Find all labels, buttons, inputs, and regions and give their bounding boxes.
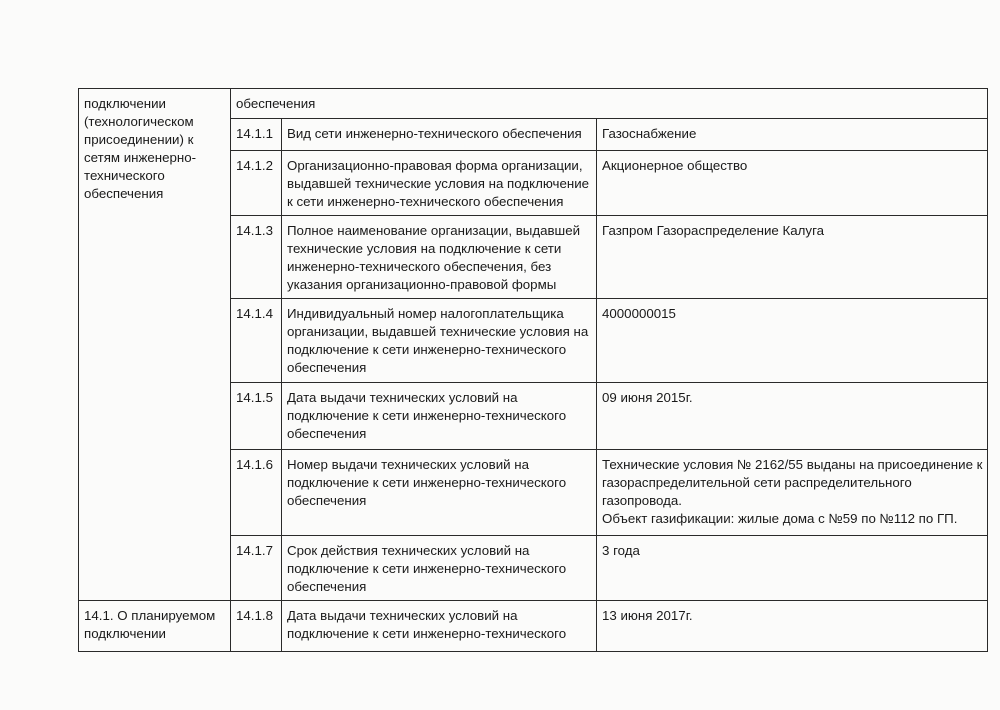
value-cell: Технические условия № 2162/55 выданы на … bbox=[595, 449, 989, 536]
cell-text: присоединении) к bbox=[84, 132, 194, 147]
cell-text: Газоснабжение bbox=[602, 126, 697, 141]
cell-text: Газпром Газораспределение Калуга bbox=[602, 223, 825, 238]
cell-text: Индивидуальный номер налогоплательщика bbox=[287, 306, 564, 321]
value-cell: Газпром Газораспределение Калуга bbox=[595, 215, 989, 299]
cell-text: Полное наименование организации, выдавше… bbox=[287, 223, 581, 238]
cell-text: к сети инженерно-технического обеспечени… bbox=[287, 194, 564, 209]
cell-text: организации, выдавшей технические услови… bbox=[287, 324, 589, 339]
cell-text: инженерно-технического обеспечения, без bbox=[287, 259, 552, 274]
cell-text: 14.1.7 bbox=[236, 543, 273, 558]
table-row: 14.1.6 Номер выдачи технических условий н… bbox=[79, 449, 989, 536]
cell-text: Номер выдачи технических условий на bbox=[287, 457, 529, 472]
cell-text: указания организационно-правовой формы bbox=[287, 277, 557, 292]
cell-text: Срок действия технических условий на bbox=[287, 543, 530, 558]
cell-text: газопровода. bbox=[602, 493, 683, 508]
cell-text: обеспечения bbox=[287, 579, 367, 594]
cell-text: обеспечения bbox=[84, 186, 164, 201]
table-row: подключении (технологическом присоединении… bbox=[78, 88, 989, 601]
table-row: 14.1.2 Организационно-правовая форма орга… bbox=[79, 150, 989, 216]
number-cell: 14.1.5 bbox=[230, 382, 282, 450]
number-cell: 14.1.3 bbox=[230, 215, 282, 299]
cell-text: 14.1.3 bbox=[236, 223, 273, 238]
section-cell: 14.1. О планируемом подключении bbox=[78, 600, 231, 652]
label-cell: Полное наименование организации, выдавше… bbox=[281, 215, 597, 299]
cell-text: подключение к сети инженерно-техническог… bbox=[287, 408, 567, 423]
cell-text: подключение к сети инженерно-техническог… bbox=[287, 626, 567, 641]
label-cell: Организационно-правовая форма организаци… bbox=[281, 150, 597, 216]
table-row: 14.1.1 Вид сети инженерно-технического об… bbox=[79, 118, 989, 151]
label-cell: Номер выдачи технических условий на подкл… bbox=[281, 449, 597, 536]
label-cell: Вид сети инженерно-технического обеспече… bbox=[281, 118, 597, 151]
cell-text: подключение к сети инженерно-техническог… bbox=[287, 342, 567, 357]
cell-text: подключении bbox=[84, 96, 166, 111]
cell-text: 14.1.2 bbox=[236, 158, 273, 173]
value-cell: 13 июня 2017г. bbox=[595, 600, 989, 652]
table-row: 14.1.7 Срок действия технических условий … bbox=[79, 535, 989, 601]
value-cell: 4000000015 bbox=[595, 298, 989, 383]
cell-text: технического bbox=[84, 168, 165, 183]
cell-text: выдавшей технические условия на подключе… bbox=[287, 176, 590, 191]
info-table: подключении (технологическом присоединении… bbox=[78, 88, 989, 652]
cell-text: 14.1. О планируемом bbox=[84, 608, 216, 623]
cell-text: 14.1.4 bbox=[236, 306, 273, 321]
table-row: 14.1. О планируемом подключении 14.1.8 Дата… bbox=[78, 600, 989, 652]
value-cell: Газоснабжение bbox=[595, 118, 989, 151]
cell-text: Технические условия № 2162/55 выданы на … bbox=[602, 457, 983, 472]
label-cell: Индивидуальный номер налогоплательщика ор… bbox=[281, 298, 597, 383]
label-cell: Срок действия технических условий на подк… bbox=[281, 535, 597, 601]
cell-text: обеспечения bbox=[287, 493, 367, 508]
cell-text: 4000000015 bbox=[602, 306, 676, 321]
cell-text: 09 июня 2015г. bbox=[602, 390, 693, 405]
cell-text: подключение к сети инженерно-техническог… bbox=[287, 561, 567, 576]
value-cell: Акционерное общество bbox=[595, 150, 989, 216]
cell-text: подключении bbox=[84, 626, 166, 641]
cell-text: газораспределительной сети распределител… bbox=[602, 475, 912, 490]
value-cell: 09 июня 2015г. bbox=[595, 382, 989, 450]
cell-text: обеспечения bbox=[287, 360, 367, 375]
cell-text: 3 года bbox=[602, 543, 640, 558]
table-row: 14.1.4 Индивидуальный номер налогоплатель… bbox=[79, 298, 989, 383]
continued-cell: обеспечения bbox=[229, 88, 989, 119]
cell-text: Объект газификации: жилые дома с №59 по … bbox=[602, 511, 958, 526]
label-cell: Дата выдачи технических условий на подклю… bbox=[281, 600, 597, 652]
cell-text: обеспечения bbox=[236, 96, 316, 111]
cell-text: технические условия на подключение к сет… bbox=[287, 241, 562, 256]
number-cell: 14.1.6 bbox=[230, 449, 282, 536]
section-cell: подключении (технологическом присоединении… bbox=[78, 88, 231, 601]
cell-text: Организационно-правовая форма организаци… bbox=[287, 158, 583, 173]
number-cell: 14.1.4 bbox=[230, 298, 282, 383]
label-cell: Дата выдачи технических условий на подклю… bbox=[281, 382, 597, 450]
cell-text: 14.1.6 bbox=[236, 457, 273, 472]
number-cell: 14.1.7 bbox=[230, 535, 282, 601]
value-cell: 3 года bbox=[595, 535, 989, 601]
cell-text: Дата выдачи технических условий на bbox=[287, 390, 518, 405]
table-row: 14.1.3 Полное наименование организации, в… bbox=[79, 215, 989, 299]
number-cell: 14.1.1 bbox=[230, 118, 282, 151]
number-cell: 14.1.2 bbox=[230, 150, 282, 216]
cell-text: сетям инженерно- bbox=[84, 150, 197, 165]
cell-text: Дата выдачи технических условий на bbox=[287, 608, 518, 623]
table-row: 14.1.5 Дата выдачи технических условий на… bbox=[79, 382, 989, 450]
number-cell: 14.1.8 bbox=[230, 600, 282, 652]
cell-text: обеспечения bbox=[287, 426, 367, 441]
cell-text: 13 июня 2017г. bbox=[602, 608, 693, 623]
cell-text: подключение к сети инженерно-техническог… bbox=[287, 475, 567, 490]
cell-text: (технологическом bbox=[84, 114, 194, 129]
cell-text: Акционерное общество bbox=[602, 158, 748, 173]
cell-text: 14.1.5 bbox=[236, 390, 273, 405]
cell-text: Вид сети инженерно-технического обеспече… bbox=[287, 126, 582, 141]
cell-text: 14.1.1 bbox=[236, 126, 273, 141]
cell-text: 14.1.8 bbox=[236, 608, 273, 623]
